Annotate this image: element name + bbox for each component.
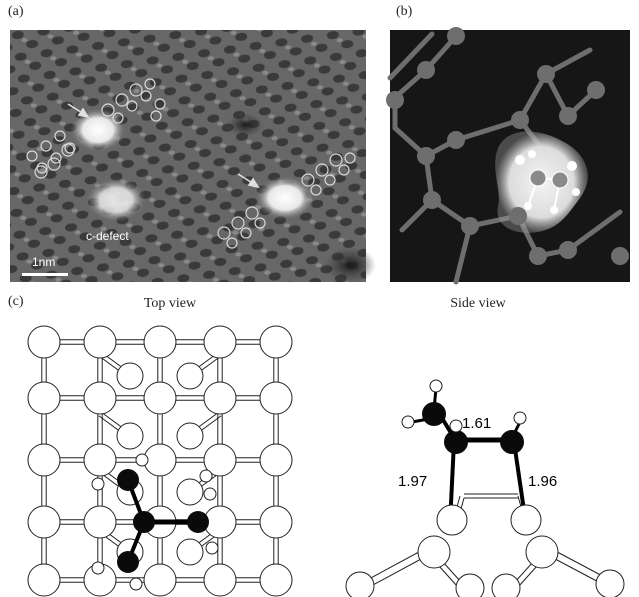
top-view-diagram	[27, 325, 293, 597]
si-atom	[436, 504, 468, 536]
si-atom	[143, 325, 177, 359]
substrate-atoms	[345, 504, 625, 597]
stm-background	[10, 30, 366, 282]
row-markers-left	[26, 78, 166, 179]
top-view-title: Top view	[143, 296, 197, 311]
carbon-atom	[444, 430, 468, 454]
si-atom	[417, 535, 451, 569]
carbon-atom	[187, 511, 209, 533]
bond-length-label: 1.97	[398, 473, 427, 490]
si-atom	[27, 563, 61, 597]
si-atom	[510, 504, 542, 536]
simulation-panel	[386, 27, 630, 285]
bright-spot	[255, 176, 315, 220]
si-atom	[203, 381, 237, 415]
si-atom	[259, 563, 293, 597]
arrow-icon	[237, 173, 260, 189]
si-atom	[259, 443, 293, 477]
side-view-title: Side view	[450, 296, 506, 311]
scale-bar-label: 1nm	[32, 255, 55, 269]
carbon-atom	[117, 551, 139, 573]
carbon-atom	[500, 430, 524, 454]
scale-bar	[22, 273, 68, 276]
si-atom	[176, 538, 204, 566]
si-atom	[116, 362, 144, 390]
si-atom	[176, 478, 204, 506]
hydrogen-atoms	[401, 379, 527, 433]
si-atom	[595, 569, 625, 597]
si-atom	[143, 443, 177, 477]
si-atom	[83, 325, 117, 359]
hydrogen-atom	[205, 541, 219, 555]
hydrogen-atom	[135, 453, 149, 467]
carbon-atom	[117, 469, 139, 491]
si-atom	[27, 443, 61, 477]
si-atom	[27, 325, 61, 359]
si-atom	[259, 505, 293, 539]
si-atom	[176, 422, 204, 450]
row-markers-right	[217, 152, 356, 249]
side-bonds	[355, 493, 611, 597]
si-atom	[203, 443, 237, 477]
bond-length-label: 1.61	[462, 415, 491, 432]
carbon-atom	[422, 402, 446, 426]
lattice-atoms	[386, 27, 629, 265]
si-atom	[345, 571, 375, 597]
si-atom	[143, 381, 177, 415]
hydrogen-atom	[199, 469, 213, 483]
hydrogen-atom	[203, 487, 217, 501]
si-atom	[259, 381, 293, 415]
si-atom	[83, 505, 117, 539]
bright-spot	[70, 108, 126, 152]
si-atom	[143, 563, 177, 597]
si-atom	[83, 381, 117, 415]
panel-b-label: (b)	[396, 4, 413, 19]
stm-image-panel: 1nm c-defect	[10, 30, 376, 283]
panel-c-label: (c)	[8, 294, 24, 309]
si-atom	[176, 362, 204, 390]
bright-spot	[86, 178, 146, 222]
carbon-atom	[133, 511, 155, 533]
arrow-icon	[67, 103, 90, 119]
hydrogen-atom	[91, 561, 105, 575]
adsorbate-atoms	[515, 150, 580, 214]
si-atom	[116, 422, 144, 450]
defect-label: c-defect	[86, 229, 129, 243]
si-atom	[27, 381, 61, 415]
hydrogen-atom	[129, 577, 143, 591]
si-atom	[455, 573, 485, 597]
bond-length-label: 1.96	[528, 473, 557, 490]
panel-a-label: (a)	[8, 4, 24, 19]
hydrogen-atom	[91, 477, 105, 491]
side-view-diagram: 1.61 1.97 1.96	[345, 379, 625, 597]
si-atom	[525, 535, 559, 569]
si-atom	[259, 325, 293, 359]
si-atom	[491, 573, 521, 597]
si-atom	[203, 325, 237, 359]
si-atom	[203, 563, 237, 597]
si-atom	[27, 505, 61, 539]
si-atom	[83, 443, 117, 477]
